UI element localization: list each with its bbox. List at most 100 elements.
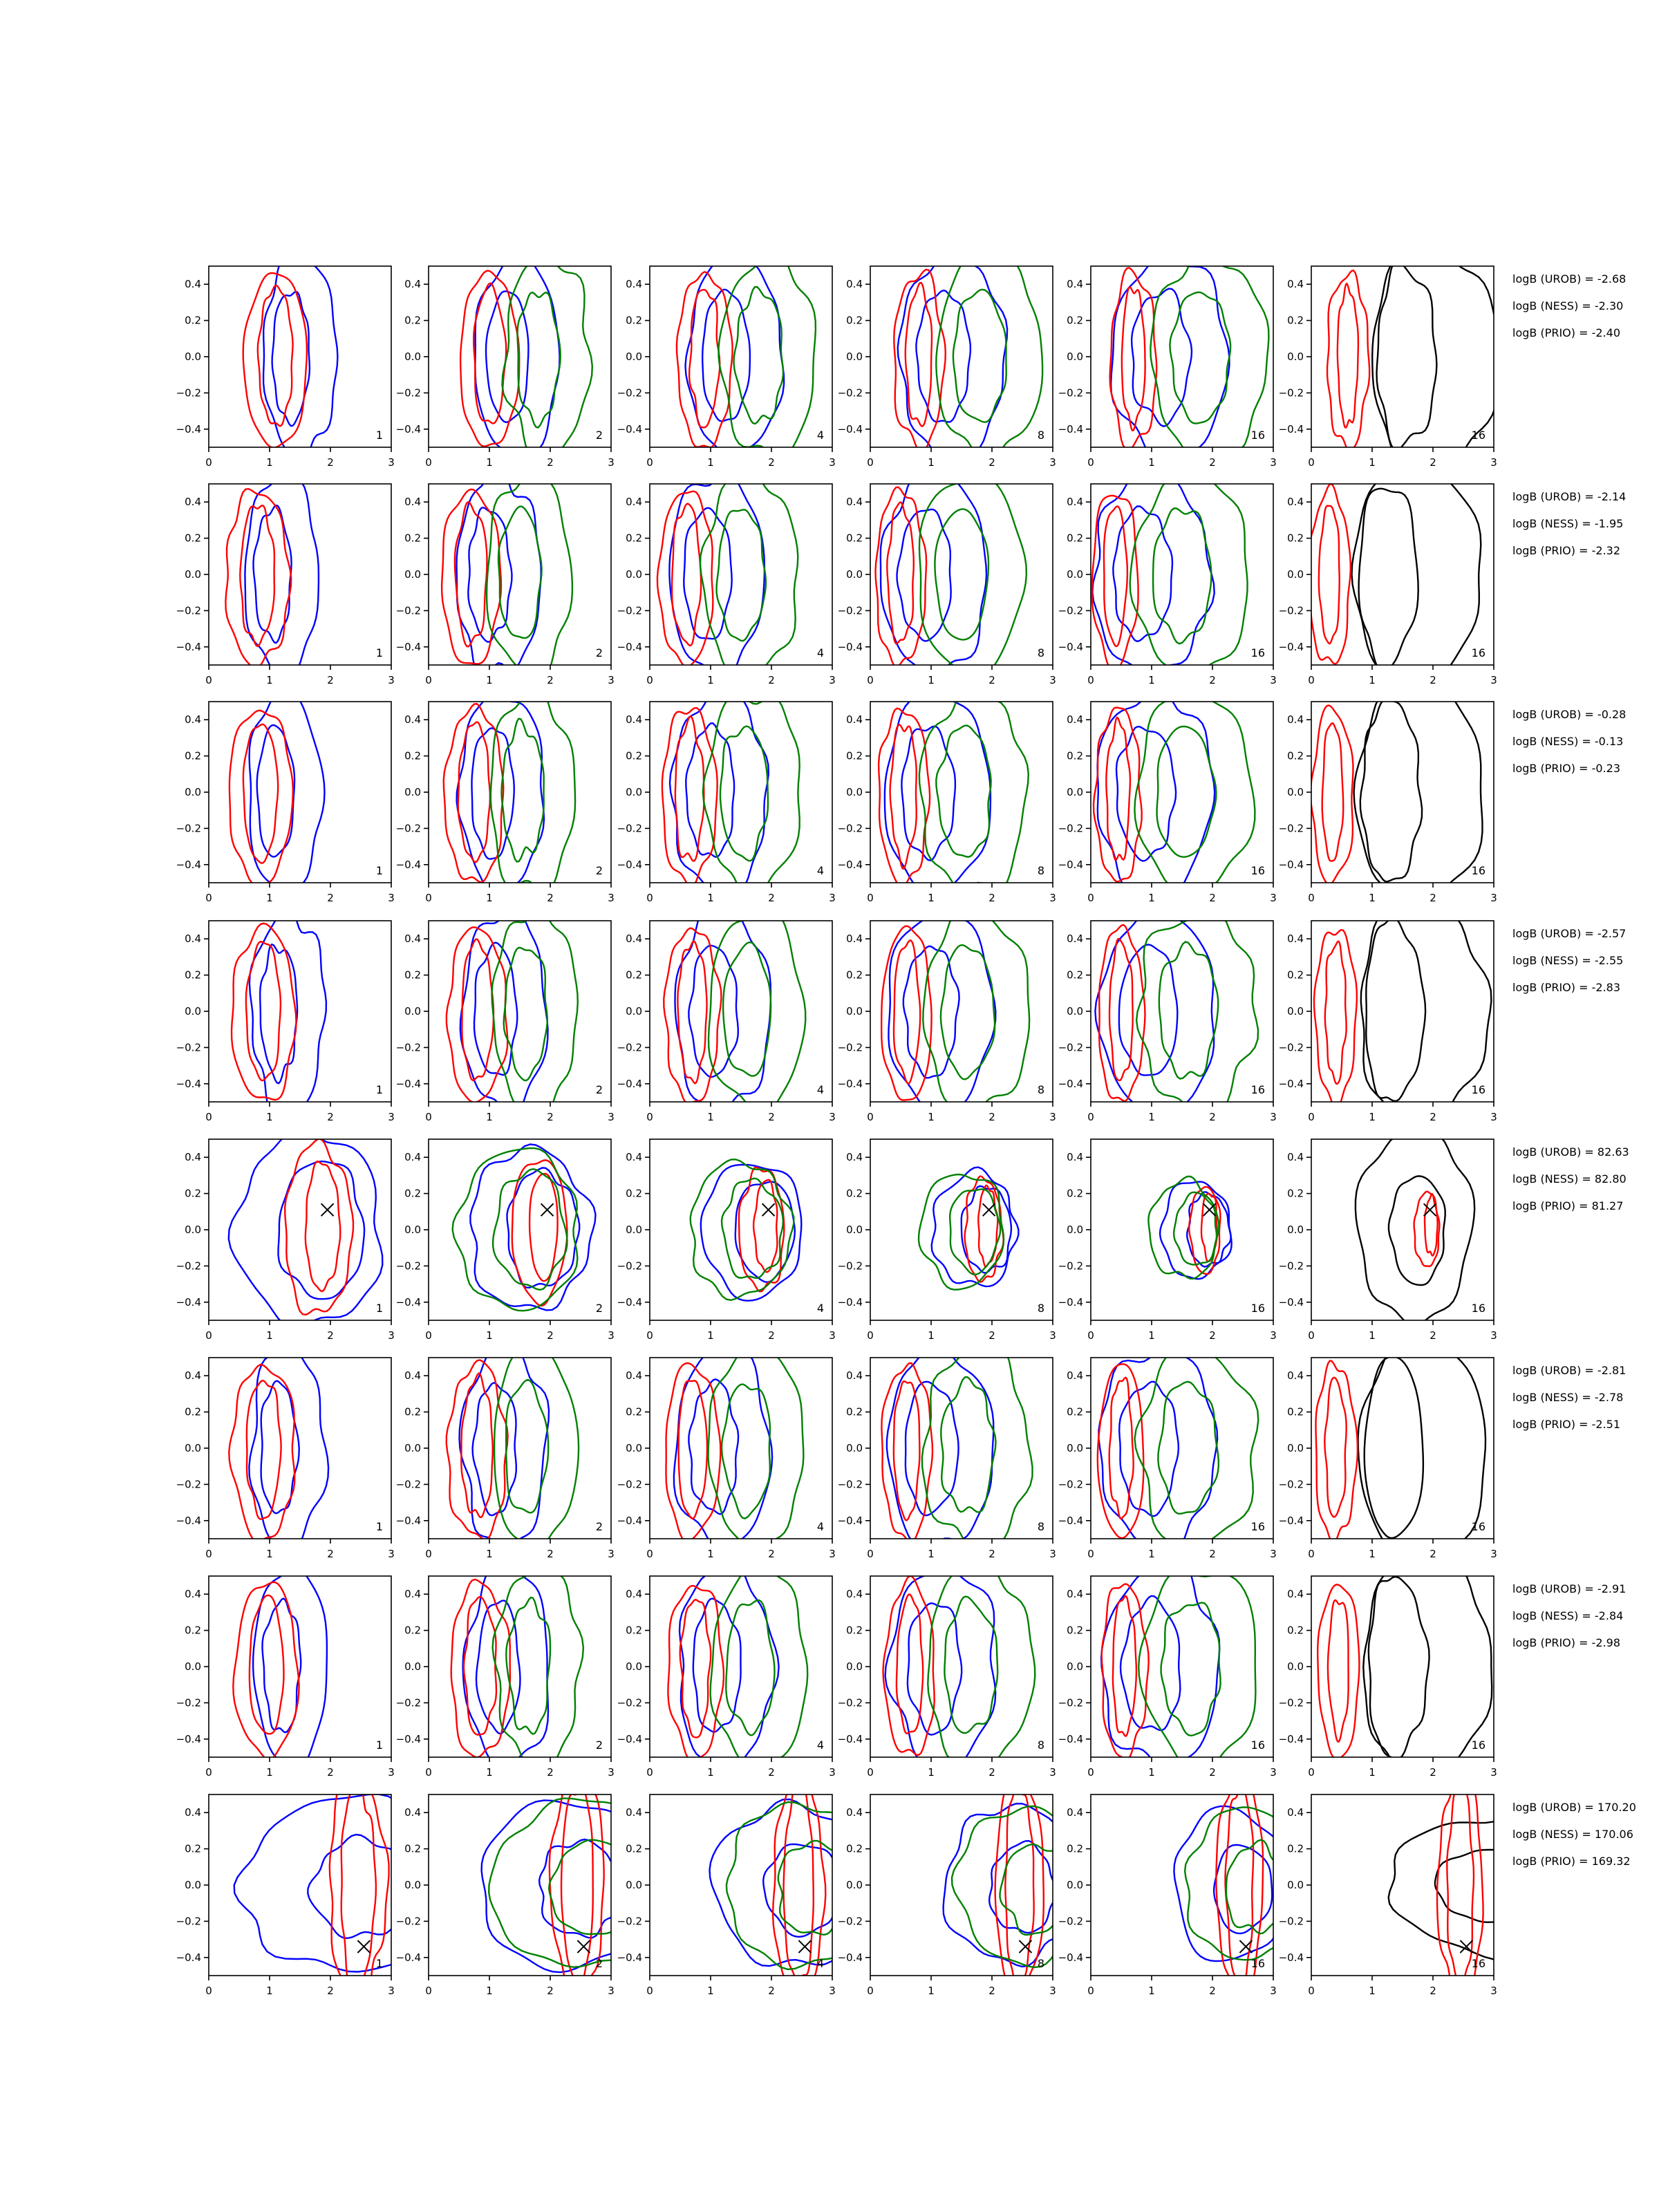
x-tick-label: 0 xyxy=(205,674,212,686)
contour-group xyxy=(1109,266,1270,447)
y-tick-label: −0.2 xyxy=(838,822,863,834)
x-tick-label: 2 xyxy=(1209,1985,1216,1997)
contour-red xyxy=(459,270,521,447)
x-tick-label: 0 xyxy=(205,892,212,904)
contour-green xyxy=(1158,941,1219,1080)
x-tick-label: 3 xyxy=(829,1766,836,1779)
y-tick-label: −0.2 xyxy=(1058,386,1083,399)
contour-red xyxy=(881,925,932,1101)
y-tick-label: 0.2 xyxy=(626,1624,642,1637)
contour-blue xyxy=(683,507,733,640)
y-tick-label: 0.4 xyxy=(626,278,642,290)
panel-label: 16 xyxy=(1251,1302,1265,1315)
panel-frame xyxy=(1311,1138,1494,1321)
y-tick-label: −0.4 xyxy=(1279,859,1304,871)
y-tick-label: 0.2 xyxy=(846,532,863,545)
contour-green xyxy=(547,1839,611,1936)
panel-r5-c2: 0 1 2 3 −0.4 −0.2 0.0 0.2 0.4 2 xyxy=(396,1138,615,1342)
y-tick-label: −0.2 xyxy=(1058,1478,1083,1490)
y-tick-label: 0.0 xyxy=(846,1879,863,1891)
x-tick-label: 3 xyxy=(829,456,836,469)
contour-group xyxy=(663,921,807,1102)
x-tick-label: 2 xyxy=(1430,674,1436,686)
x-tick-label: 3 xyxy=(388,1111,395,1123)
x-tick-label: 2 xyxy=(1209,456,1216,469)
y-tick-label: −0.4 xyxy=(617,1733,642,1745)
contour-green xyxy=(1134,702,1256,883)
contour-red xyxy=(656,490,714,665)
contour-blue xyxy=(1098,1358,1219,1539)
y-tick-label: 0.2 xyxy=(1287,315,1304,327)
x-tick-label: 1 xyxy=(266,674,273,686)
y-tick-label: −0.4 xyxy=(396,1078,421,1090)
panel-label: 16 xyxy=(1472,1083,1485,1096)
contour-blue xyxy=(1115,725,1177,862)
x-tick-label: 1 xyxy=(707,1548,714,1560)
panel-r4-c3: 0 1 2 3 −0.4 −0.2 0.0 0.2 0.4 4 xyxy=(617,920,836,1123)
contour-blue xyxy=(678,1576,780,1757)
y-tick-label: −0.2 xyxy=(396,1041,421,1053)
contour-green xyxy=(451,1147,579,1312)
true-value-marker xyxy=(1459,1940,1474,1953)
panel-label: 1 xyxy=(376,1302,383,1315)
panel-r5-c5: 0 1 2 3 −0.4 −0.2 0.0 0.2 0.4 16 xyxy=(1058,1138,1277,1342)
contour-green xyxy=(1183,1806,1273,1961)
x-tick-label: 0 xyxy=(205,1111,212,1123)
bayes-factor-text: logB (NESS) = 82.80 xyxy=(1512,1172,1627,1185)
contour-red xyxy=(1436,1794,1484,1976)
panel-r5-c6: 0 1 2 3 −0.4 −0.2 0.0 0.2 0.4 16 xyxy=(1279,1138,1497,1342)
x-tick-label: 0 xyxy=(1308,1548,1315,1560)
y-tick-label: −0.4 xyxy=(1058,1296,1083,1309)
panel-label: 16 xyxy=(1472,1520,1485,1533)
x-tick-label: 0 xyxy=(425,1548,432,1560)
y-tick-label: −0.2 xyxy=(396,1478,421,1490)
panel-r5-c3: 0 1 2 3 −0.4 −0.2 0.0 0.2 0.4 4 xyxy=(617,1138,836,1342)
x-tick-label: 0 xyxy=(1308,456,1315,469)
y-tick-label: −0.4 xyxy=(396,1515,421,1527)
y-tick-label: 0.2 xyxy=(1067,1188,1083,1200)
x-tick-label: 2 xyxy=(327,1985,334,1997)
x-tick-label: 2 xyxy=(988,1111,995,1123)
contour-blue xyxy=(469,1143,597,1311)
panel-label: 8 xyxy=(1038,1957,1044,1970)
panel-r4-c1: 0 1 2 3 −0.4 −0.2 0.0 0.2 0.4 1 xyxy=(176,920,395,1123)
y-tick-label: 0.4 xyxy=(1067,1369,1083,1382)
x-tick-label: 0 xyxy=(1308,1766,1315,1779)
panel-r2-c1: 0 1 2 3 −0.4 −0.2 0.0 0.2 0.4 1 xyxy=(176,483,395,686)
contour-red xyxy=(1121,286,1146,431)
y-tick-label: 0.4 xyxy=(185,1369,201,1382)
y-tick-label: 0.2 xyxy=(1067,1624,1083,1637)
x-tick-label: 3 xyxy=(608,1985,615,1997)
panel-r6-c2: 0 1 2 3 −0.4 −0.2 0.0 0.2 0.4 2 xyxy=(396,1357,615,1560)
contour-blue xyxy=(462,1576,550,1757)
x-tick-label: 0 xyxy=(646,892,653,904)
y-tick-label: 0.0 xyxy=(185,1879,201,1891)
contour-blue xyxy=(1091,484,1215,665)
true-value-marker xyxy=(1018,1940,1033,1953)
y-tick-label: −0.4 xyxy=(176,1733,201,1745)
x-tick-label: 0 xyxy=(1087,456,1094,469)
x-tick-label: 2 xyxy=(988,456,995,469)
y-tick-label: 0.0 xyxy=(846,1660,863,1673)
contour-red xyxy=(560,1794,594,1976)
panel-r7-c1: 0 1 2 3 −0.4 −0.2 0.0 0.2 0.4 1 xyxy=(176,1575,395,1779)
contour-blue xyxy=(1213,1844,1273,1935)
contour-red xyxy=(1108,937,1134,1082)
x-tick-label: 2 xyxy=(547,674,554,686)
contour-blue xyxy=(480,1799,611,1974)
contour-green xyxy=(492,1168,568,1291)
x-tick-label: 2 xyxy=(327,892,334,904)
panel-r2-c4: 0 1 2 3 −0.4 −0.2 0.0 0.2 0.4 8 xyxy=(838,483,1056,686)
x-tick-label: 2 xyxy=(1430,1329,1436,1342)
contour-red xyxy=(242,272,308,447)
y-tick-label: 0.0 xyxy=(185,1660,201,1673)
y-tick-label: 0.4 xyxy=(185,1151,201,1163)
y-tick-label: −0.2 xyxy=(838,1696,863,1709)
y-tick-label: −0.2 xyxy=(617,1696,642,1709)
bayes-factor-text: logB (NESS) = 170.06 xyxy=(1512,1828,1633,1841)
true-value-marker xyxy=(1239,1940,1253,1953)
y-tick-label: 0.2 xyxy=(1287,532,1304,545)
x-tick-label: 0 xyxy=(1087,1111,1094,1123)
x-tick-label: 0 xyxy=(1308,1111,1315,1123)
